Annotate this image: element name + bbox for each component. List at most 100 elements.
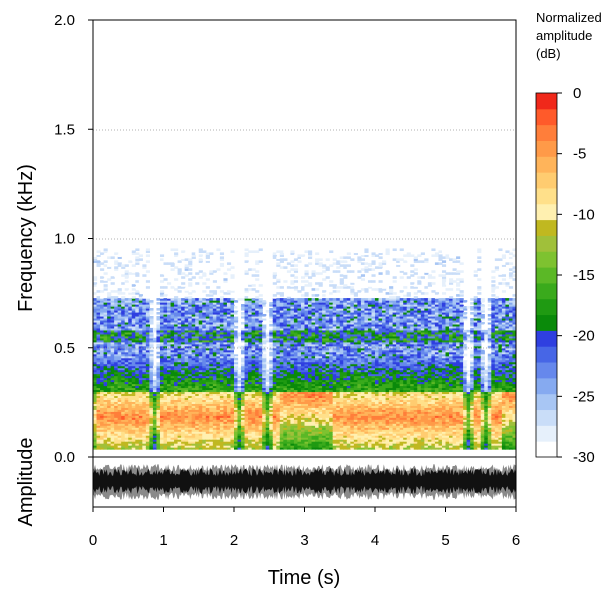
spectrogram-cell bbox=[258, 431, 263, 434]
spectrogram-cell bbox=[107, 415, 112, 418]
spectrogram-cell bbox=[234, 383, 239, 387]
spectrogram-cell bbox=[255, 409, 260, 412]
spectrogram-cell bbox=[131, 419, 136, 422]
spectrogram-cell bbox=[121, 427, 126, 430]
spectrogram-cell bbox=[117, 310, 122, 313]
spectrogram-cell bbox=[300, 337, 306, 341]
spectrogram-cell bbox=[262, 385, 267, 389]
spectrogram-cell bbox=[184, 357, 189, 361]
spectrogram-cell bbox=[191, 373, 196, 377]
spectrogram-cell bbox=[244, 423, 249, 426]
spectrogram-cell bbox=[226, 365, 232, 369]
spectrogram-cell bbox=[170, 331, 175, 335]
spectrogram-cell bbox=[226, 319, 232, 323]
spectrogram-cell bbox=[304, 379, 309, 383]
spectrogram-cell bbox=[297, 312, 302, 315]
spectrogram-cell bbox=[293, 268, 299, 271]
spectrogram-cell bbox=[255, 375, 260, 379]
spectrogram-cell bbox=[216, 310, 221, 313]
spectrogram-cell bbox=[283, 425, 288, 428]
spectrogram-cell bbox=[248, 423, 253, 426]
spectrogram-cell bbox=[269, 377, 274, 381]
spectrogram-cell bbox=[177, 441, 182, 444]
spectrogram-cell bbox=[138, 433, 143, 436]
spectrogram-cell bbox=[110, 337, 115, 341]
spectrogram-cell bbox=[255, 393, 260, 397]
spectrogram-cell bbox=[163, 411, 168, 414]
spectrogram-cell bbox=[142, 383, 147, 387]
spectrogram-cell bbox=[262, 411, 267, 414]
spectrogram-cell bbox=[156, 417, 161, 420]
spectrogram-cell bbox=[290, 443, 295, 446]
spectrogram-cell bbox=[177, 290, 182, 293]
spectrogram-cell bbox=[290, 274, 295, 277]
spectrogram-cell bbox=[308, 411, 313, 414]
spectrogram-cell bbox=[96, 308, 101, 311]
spectrogram-cell bbox=[142, 266, 147, 269]
spectrogram-cell bbox=[93, 351, 98, 355]
spectrogram-cell bbox=[138, 439, 143, 442]
spectrogram-cell bbox=[142, 403, 147, 406]
spectrogram-cell bbox=[244, 393, 249, 397]
spectrogram-cell bbox=[293, 391, 299, 395]
spectrogram-cell bbox=[117, 371, 122, 375]
spectrogram-cell bbox=[198, 304, 203, 307]
spectrogram-cell bbox=[159, 393, 165, 397]
spectrogram-cell bbox=[110, 310, 115, 313]
spectrogram-cell bbox=[290, 395, 295, 399]
spectrogram-cell bbox=[103, 335, 108, 339]
spectrogram-cell bbox=[241, 300, 246, 303]
spectrogram-cell bbox=[237, 389, 242, 393]
spectrogram-cell bbox=[304, 323, 309, 327]
spectrogram-cell bbox=[308, 337, 313, 341]
spectrogram-cell bbox=[262, 373, 267, 377]
spectrogram-cell bbox=[188, 361, 193, 365]
spectrogram-cell bbox=[272, 335, 277, 339]
spectrogram-cell bbox=[131, 252, 136, 255]
spectrogram-cell bbox=[167, 423, 172, 426]
spectrogram-cell bbox=[114, 423, 119, 426]
spectrogram-cell bbox=[237, 375, 242, 379]
spectrogram-cell bbox=[300, 349, 306, 353]
spectrogram-cell bbox=[93, 401, 98, 404]
spectrogram-cell bbox=[135, 389, 140, 393]
spectrogram-cell bbox=[279, 252, 284, 255]
spectrogram-cell bbox=[219, 300, 225, 303]
spectrogram-cell bbox=[308, 445, 313, 448]
spectrogram-cell bbox=[107, 327, 112, 331]
spectrogram-cell bbox=[205, 270, 210, 273]
spectrogram-cell bbox=[103, 357, 108, 361]
spectrogram-cell bbox=[181, 375, 186, 379]
spectrogram-cell bbox=[272, 317, 277, 321]
spectrogram-cell bbox=[96, 433, 101, 436]
spectrogram-cell bbox=[100, 439, 105, 442]
spectrogram-cell bbox=[286, 310, 292, 313]
spectrogram-cell bbox=[170, 359, 175, 363]
spectrogram-cell bbox=[114, 407, 119, 410]
spectrogram-cell bbox=[181, 419, 186, 422]
spectrogram-cell bbox=[93, 391, 98, 395]
spectrogram-cell bbox=[170, 351, 175, 355]
spectrogram-cell bbox=[121, 361, 126, 365]
spectrogram-cell bbox=[248, 306, 253, 309]
spectrogram-cell bbox=[170, 437, 175, 440]
spectrogram-cell bbox=[96, 377, 101, 381]
spectrogram-cell bbox=[226, 308, 232, 311]
spectrogram-cell bbox=[269, 379, 274, 383]
spectrogram-cell bbox=[255, 427, 260, 430]
spectrogram-cell bbox=[152, 433, 158, 436]
spectrogram-cell bbox=[219, 393, 225, 397]
spectrogram-cell bbox=[174, 375, 179, 379]
spectrogram-cell bbox=[276, 256, 281, 259]
spectrogram-cell bbox=[251, 355, 256, 359]
spectrogram-cell bbox=[209, 329, 214, 333]
spectrogram-cell bbox=[237, 435, 242, 438]
spectrogram-cell bbox=[255, 389, 260, 393]
spectrogram-cell bbox=[195, 393, 200, 397]
spectrogram-cell bbox=[145, 433, 151, 436]
spectrogram-cell bbox=[209, 405, 214, 408]
spectrogram-cell bbox=[131, 407, 136, 410]
spectrogram-cell bbox=[188, 417, 193, 420]
spectrogram-cell bbox=[181, 413, 186, 416]
spectrogram-cell bbox=[304, 431, 309, 434]
